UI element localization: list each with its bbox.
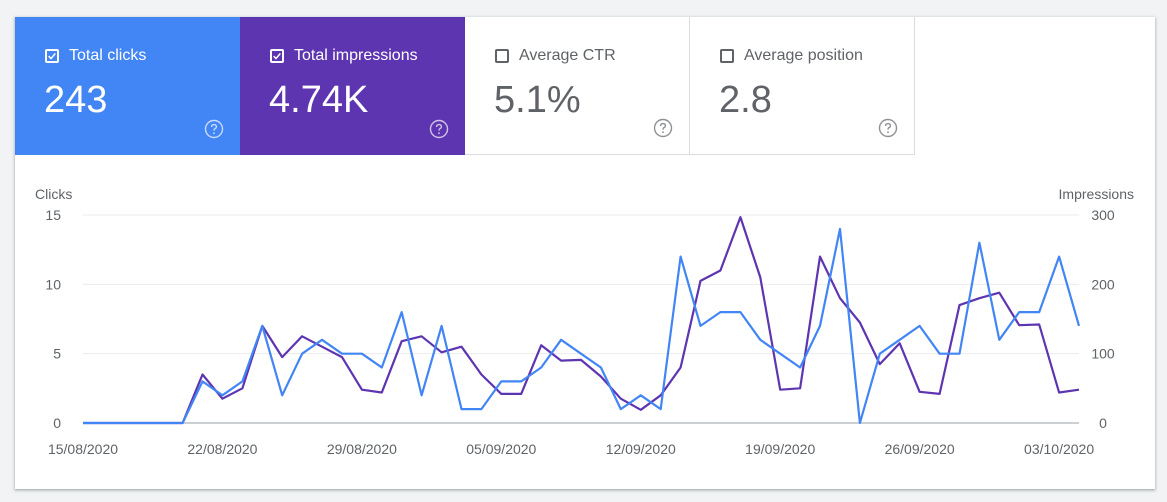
y-left-tick-label: 10 [45, 276, 61, 292]
x-tick-label: 19/09/2020 [745, 441, 815, 457]
metric-value: 2.8 [719, 79, 772, 121]
metric-value: 5.1% [494, 79, 581, 121]
y-right-tick-label: 300 [1091, 207, 1115, 223]
y-left-tick-label: 0 [53, 415, 61, 431]
checkbox-icon[interactable] [45, 49, 59, 63]
help-icon[interactable] [653, 118, 673, 138]
x-tick-label: 26/09/2020 [885, 441, 955, 457]
x-tick-label: 29/08/2020 [327, 441, 397, 457]
metric-tabs: Total clicks 243 Total impressions 4.74K Ave… [15, 17, 915, 155]
x-tick-label: 22/08/2020 [187, 441, 257, 457]
metric-total-clicks[interactable]: Total clicks 243 [15, 17, 240, 155]
performance-card: Total clicks 243 Total impressions 4.74K Ave… [15, 17, 1155, 489]
x-tick-label: 03/10/2020 [1024, 441, 1094, 457]
metric-value: 243 [44, 79, 108, 121]
y-right-axis-title: Impressions [1059, 186, 1134, 202]
y-right-tick-label: 200 [1091, 276, 1115, 292]
checkbox-icon[interactable] [720, 49, 734, 63]
metric-average-ctr[interactable]: Average CTR 5.1% [465, 17, 690, 155]
y-right-tick-label: 100 [1091, 346, 1115, 362]
help-icon[interactable] [429, 119, 449, 139]
metric-average-position[interactable]: Average position 2.8 [690, 17, 915, 155]
help-icon[interactable] [204, 119, 224, 139]
series-line-clicks [83, 227, 1081, 425]
x-tick-label: 15/08/2020 [48, 441, 118, 457]
metric-header: Average position [720, 47, 863, 65]
y-right-tick-label: 0 [1099, 415, 1107, 431]
checkbox-icon[interactable] [495, 49, 509, 63]
metric-label: Average position [744, 47, 863, 64]
metric-total-impressions[interactable]: Total impressions 4.74K [240, 17, 465, 155]
help-icon[interactable] [878, 118, 898, 138]
y-left-tick-label: 15 [45, 207, 61, 223]
checkbox-icon[interactable] [270, 49, 284, 63]
x-tick-label: 05/09/2020 [466, 441, 536, 457]
metric-label: Total impressions [294, 47, 418, 64]
x-tick-label: 12/09/2020 [606, 441, 676, 457]
series-line-impressions [83, 216, 1080, 425]
metric-header: Total impressions [270, 47, 418, 65]
y-left-tick-label: 5 [53, 346, 61, 362]
metric-header: Average CTR [495, 47, 616, 65]
metric-header: Total clicks [45, 47, 146, 65]
metric-value: 4.74K [269, 79, 369, 121]
metric-label: Average CTR [519, 47, 616, 64]
metric-label: Total clicks [69, 47, 147, 64]
y-left-axis-title: Clicks [35, 186, 72, 202]
performance-chart: 0 5 10 15 0 100 200 300 Clicks Impressions 15/08/2… [35, 186, 1134, 457]
